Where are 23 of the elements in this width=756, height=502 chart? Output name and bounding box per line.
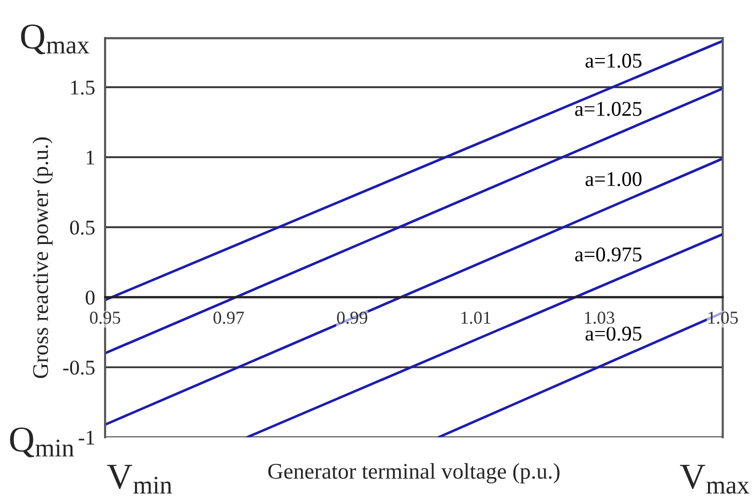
x-tick-label: 0.97 bbox=[214, 312, 244, 324]
x-tick-label: 0.99 bbox=[337, 312, 368, 324]
x-tick-label: 1.03 bbox=[584, 312, 614, 324]
y-tick-label: 1.5 bbox=[71, 80, 95, 95]
y-tick-label: 1 bbox=[86, 150, 94, 164]
y-tick-label: -0.5 bbox=[63, 360, 95, 375]
y-tick-label: 0 bbox=[86, 290, 95, 305]
series-label: a=0.975 bbox=[575, 247, 642, 262]
y-tick-label: -1 bbox=[78, 430, 94, 444]
series-label: a=1.00 bbox=[586, 172, 642, 186]
series-label: a=0.95 bbox=[586, 326, 642, 341]
y-axis-title: Gross reactive power (p.u.) bbox=[32, 137, 53, 378]
x-tick-label: 1.01 bbox=[461, 312, 490, 324]
x-axis-title: Generator terminal voltage (p.u.) bbox=[268, 463, 560, 484]
text: Q$_{min}$ bbox=[10, 427, 74, 458]
text: Q$_{max}$ bbox=[21, 24, 90, 54]
y-tick-label: 0.5 bbox=[70, 220, 95, 235]
text: V$_{min}$ bbox=[107, 464, 172, 494]
x-tick-label: 0.95 bbox=[90, 312, 120, 324]
series-label: a=1.025 bbox=[575, 102, 642, 116]
text: V$_{max}$ bbox=[680, 464, 750, 494]
x-tick-label: 1.05 bbox=[708, 312, 738, 324]
series-label: a=1.05 bbox=[586, 54, 642, 68]
